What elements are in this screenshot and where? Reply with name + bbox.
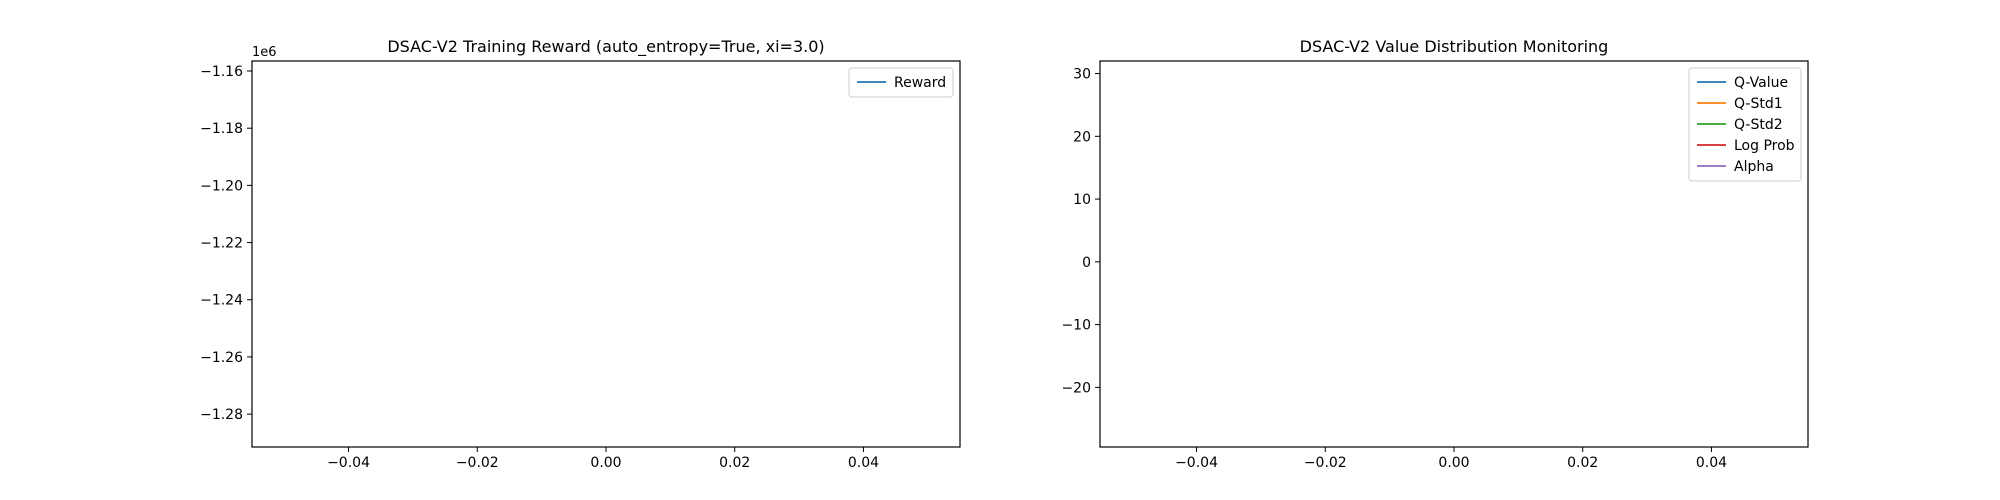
y-tick-label: 30	[1073, 67, 1091, 83]
y-tick-label: −20	[1061, 380, 1091, 396]
y-tick-label: −1.20	[200, 178, 243, 194]
legend-entry: Q-Std1	[1734, 96, 1783, 112]
x-tick-label: 0.00	[1438, 455, 1469, 471]
legend-entry: Q-Value	[1734, 75, 1788, 91]
x-tick-label: 0.02	[719, 455, 750, 471]
x-tick-label: 0.04	[1696, 455, 1727, 471]
y-tick-label: −1.24	[200, 293, 243, 309]
chart-title: DSAC-V2 Value Distribution Monitoring	[1300, 37, 1609, 56]
y-tick-label: −1.22	[200, 236, 243, 252]
y-tick-label: −1.26	[200, 350, 243, 366]
legend-entry: Q-Std2	[1734, 117, 1783, 133]
legend-entry: Reward	[894, 75, 946, 91]
chart-value-distribution: DSAC-V2 Value Distribution Monitoring −0.…	[1061, 37, 1809, 471]
chart-title: DSAC-V2 Training Reward (auto_entropy=Tr…	[387, 37, 824, 57]
y-tick-label: −1.16	[200, 64, 243, 80]
legend-entry: Alpha	[1734, 159, 1774, 175]
x-tick-label: 0.04	[848, 455, 879, 471]
x-tick-label: −0.04	[327, 455, 370, 471]
axes-frame	[1099, 60, 1809, 448]
legend: Reward	[848, 67, 954, 98]
y-offset-label: 1e6	[252, 45, 277, 60]
x-tick-label: −0.04	[1175, 455, 1218, 471]
y-tick-label: 0	[1082, 255, 1091, 271]
y-tick-label: 20	[1073, 129, 1091, 145]
chart-training-reward: DSAC-V2 Training Reward (auto_entropy=Tr…	[200, 37, 961, 471]
x-tick-label: −0.02	[456, 455, 499, 471]
y-tick-label: −10	[1061, 318, 1091, 334]
legend-frame	[848, 67, 954, 98]
x-tick-label: 0.00	[590, 455, 621, 471]
x-tick-label: −0.02	[1304, 455, 1347, 471]
y-tick-label: −1.18	[200, 121, 243, 137]
y-tick-label: −1.28	[200, 407, 243, 423]
x-tick-label: 0.02	[1567, 455, 1598, 471]
axes-frame	[251, 60, 961, 448]
legend-entry: Log Prob	[1734, 138, 1795, 154]
y-tick-label: 10	[1073, 192, 1091, 208]
legend: Q-Value Q-Std1 Q-Std2 Log Prob Alpha	[1688, 67, 1802, 182]
legend-frame	[1688, 67, 1802, 182]
